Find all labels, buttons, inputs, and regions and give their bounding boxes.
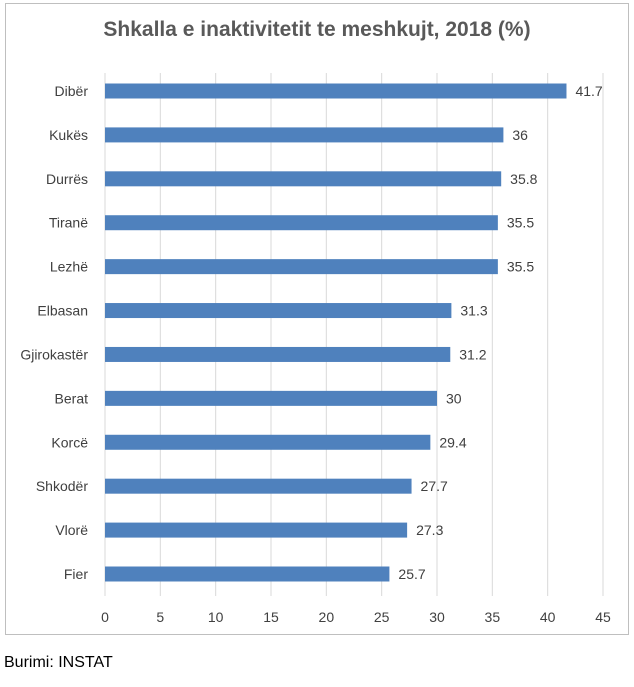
data-label: 31.2 [459,346,486,362]
bar [105,215,498,231]
bar [105,83,567,99]
x-tick-label: 35 [485,609,501,625]
bar [105,259,498,275]
x-tick-label: 25 [374,609,390,625]
x-tick-label: 30 [429,609,445,625]
data-label: 27.3 [416,522,443,538]
category-label: Durrës [46,171,88,187]
bar [105,566,390,582]
data-label: 29.4 [439,434,466,450]
x-tick-label: 40 [540,609,556,625]
data-label: 31.3 [460,303,487,319]
data-label: 35.5 [507,259,534,275]
data-label: 36 [512,127,528,143]
x-tick-label: 5 [156,609,164,625]
bar [105,127,504,143]
data-label: 27.7 [421,478,448,494]
x-tick-label: 10 [208,609,224,625]
bar [105,346,451,362]
bar [105,171,502,187]
data-label: 25.7 [398,566,425,582]
category-label: Shkodër [36,478,88,494]
category-label: Korcë [51,434,88,450]
x-tick-label: 45 [595,609,611,625]
category-label: Kukës [49,127,88,143]
bar [105,303,452,319]
category-label: Lezhë [50,259,88,275]
bar [105,434,431,450]
bar [105,390,437,406]
data-label: 35.5 [507,215,534,231]
chart-title: Shkalla e inaktivitetit te meshkujt, 201… [103,18,531,41]
category-label: Elbasan [37,303,88,319]
category-label: Vlorë [55,522,88,538]
source-note: Burimi: INSTAT [4,654,113,671]
category-label: Fier [64,566,88,582]
chart-plot: 0 5 10 15 20 25 30 35 40 45 Dibër 41.7 Kukës 36 Durrës… [20,73,611,625]
bar [105,478,412,494]
category-label: Gjirokastër [20,346,88,362]
x-tick-label: 20 [319,609,335,625]
x-tick-label: 15 [263,609,279,625]
data-label: 41.7 [575,83,602,99]
category-label: Berat [55,390,89,406]
category-label: Tiranë [49,215,88,231]
bar [105,522,408,538]
data-label: 35.8 [510,171,537,187]
category-label: Dibër [55,83,89,99]
data-label: 30 [446,390,462,406]
x-tick-label: 0 [101,609,109,625]
